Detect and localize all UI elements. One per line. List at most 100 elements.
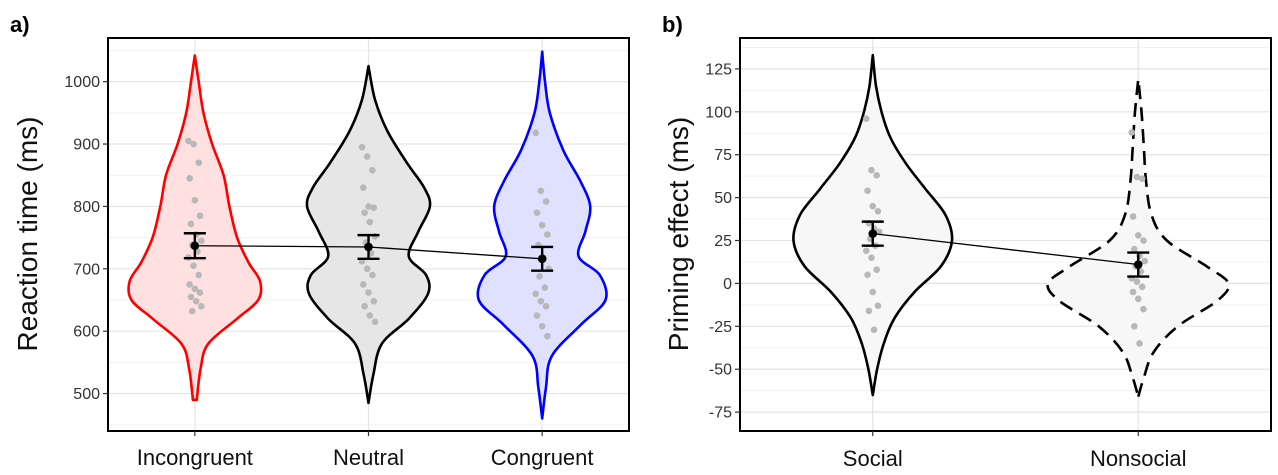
b-point-nonsocial [1128,129,1136,136]
a-point-neutral [365,289,372,296]
a-mean-point-neutral [364,242,373,252]
a-x-tick-label-incongruent: Incongruent [137,445,253,470]
b-point-social [864,271,871,279]
a-y-tick-label: 800 [73,199,100,216]
a-point-neutral [358,143,366,151]
b-point-social [868,166,875,174]
a-point-incongruent [192,297,200,305]
a-violin-congruent [476,50,608,420]
a-point-neutral [369,271,376,279]
a-point-incongruent [186,281,193,288]
b-y-tick-label: 25 [714,233,732,250]
a-point-incongruent [195,271,203,279]
a-point-neutral [370,204,378,211]
a-point-neutral [360,281,367,288]
panel-a-y-axis-title: Reaction time (ms) [12,117,43,352]
b-point-social [864,187,871,195]
b-y-tick-label: 0 [723,276,732,293]
a-point-incongruent [198,237,205,245]
b-point-nonsocial [1131,323,1138,330]
b-mean-point-nonsocial [1133,260,1143,269]
b-point-nonsocial [1129,213,1137,220]
a-point-congruent [538,322,546,330]
b-point-social [874,302,882,310]
panel-b-y-axis-title: Priming effect (ms) [663,117,694,351]
b-point-social [873,171,880,179]
a-point-neutral [363,153,371,160]
a-point-congruent [536,272,543,280]
a-y-tick-label: 500 [73,386,100,403]
a-point-incongruent [196,212,204,220]
a-x-tick-label-neutral: Neutral [333,445,404,470]
b-point-nonsocial [1129,288,1137,296]
a-point-incongruent [191,196,199,204]
a-y-tick-label: 900 [73,137,100,154]
panel-a-x-ticks: Incongruent Neutral Congruent [137,431,594,470]
panel-b-y-ticks: -75 -50 -25 0 25 50 75 100 125 [705,61,740,422]
panel-b-label: b) [662,12,683,37]
a-mean-point-congruent [537,254,547,264]
a-point-incongruent [196,289,204,296]
a-point-congruent [537,187,545,195]
b-point-nonsocial [1140,305,1147,313]
b-point-nonsocial [1134,232,1142,239]
a-y-tick-label: 700 [73,261,100,278]
b-point-social [862,115,870,122]
a-point-congruent [532,129,539,137]
b-point-social [874,208,882,215]
a-point-congruent [542,302,550,310]
a-point-neutral [366,312,374,319]
a-y-tick-label: 600 [73,324,100,341]
a-point-incongruent [187,220,195,228]
a-point-incongruent [188,307,196,315]
b-point-nonsocial [1141,257,1149,265]
a-point-congruent [537,297,545,305]
a-point-congruent [542,198,550,205]
a-point-incongruent [185,137,192,145]
b-point-nonsocial [1138,283,1146,291]
a-point-congruent [532,290,539,298]
b-y-tick-label: -25 [709,319,732,336]
a-point-neutral [361,302,368,310]
b-point-social [862,247,870,255]
b-y-tick-label: -50 [709,362,732,379]
a-point-incongruent [186,175,193,182]
a-point-neutral [369,166,376,174]
a-point-incongruent [187,293,195,301]
a-point-neutral [360,184,367,192]
a-x-tick-label-congruent: Congruent [491,445,594,470]
panel-b-means [861,220,1150,278]
a-point-congruent [538,221,546,229]
b-y-tick-label: 100 [705,104,732,121]
panel-a-label: a) [10,12,30,37]
a-mean-point-incongruent [190,241,200,251]
a-violin-incongruent [127,54,263,402]
b-point-social [868,254,875,261]
a-point-congruent [541,284,549,291]
b-mean-point-social [868,229,878,238]
a-y-tick-label: 1000 [64,74,100,91]
b-point-nonsocial [1131,245,1138,253]
a-point-congruent [533,209,541,216]
a-point-incongruent [190,140,197,148]
panel-a: 500 600 700 800 900 1000 Incongruent Neutral Co… [10,12,630,470]
a-point-incongruent [195,159,203,167]
panel-b-frame [739,37,1272,432]
a-point-neutral [361,209,368,216]
b-y-tick-label: 50 [714,190,732,207]
a-point-neutral [366,218,374,226]
b-point-social [865,307,873,315]
b-point-nonsocial [1133,278,1141,285]
a-point-congruent [533,312,541,319]
b-x-tick-label-social: Social [843,446,903,471]
a-point-neutral [370,297,378,305]
b-x-tick-label-nonsocial: Nonsocial [1090,446,1187,471]
b-mean-connector [872,232,1139,266]
panel-b-x-ticks: Social Nonsocial [843,431,1187,471]
a-point-incongruent [191,285,199,293]
b-point-nonsocial [1140,237,1147,244]
a-point-congruent [544,231,551,238]
b-y-tick-label: 125 [705,61,732,78]
a-point-neutral [363,265,371,273]
